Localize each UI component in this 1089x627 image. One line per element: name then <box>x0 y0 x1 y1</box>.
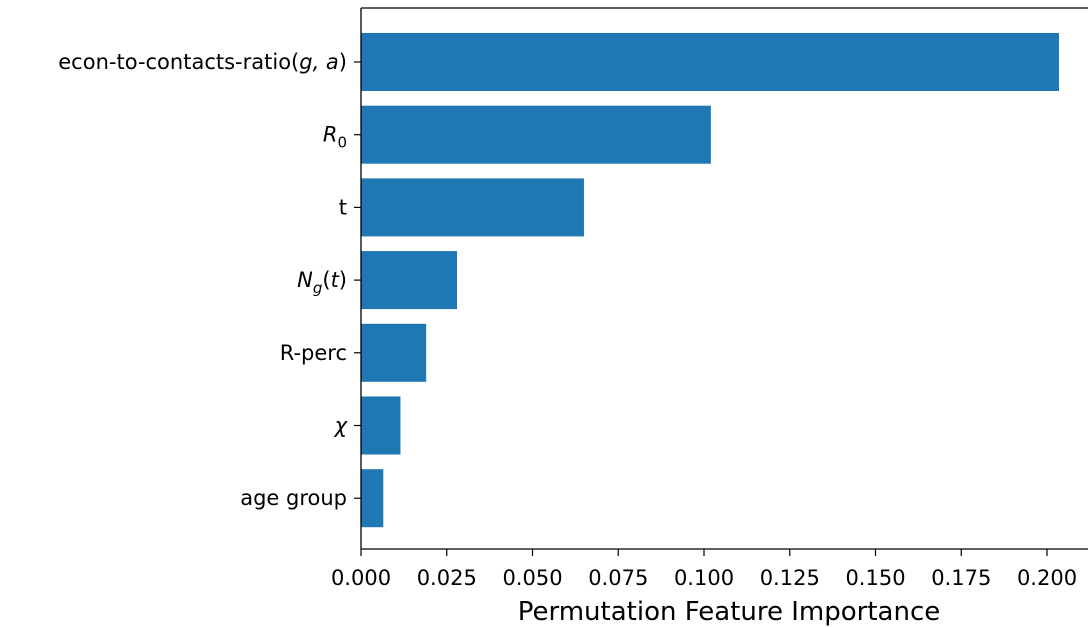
x-ticks-group: 0.000 0.025 0.050 0.075 0.100 0.125 0.150 0.175… <box>331 549 1077 590</box>
y-tick-label: t <box>339 195 347 219</box>
y-tick-label: χ <box>334 414 349 438</box>
x-tick-label: 0.025 <box>417 566 477 590</box>
bars-group <box>361 33 1060 528</box>
x-tick-label: 0.150 <box>845 566 905 590</box>
x-tick-label: 0.000 <box>331 566 391 590</box>
x-tick-label: 0.075 <box>588 566 648 590</box>
y-tick-label: Ng(t) <box>297 268 347 297</box>
axes-group <box>360 7 1088 550</box>
y-tick-label: R-perc <box>280 341 347 365</box>
x-tick-label: 0.050 <box>502 566 562 590</box>
bar <box>361 105 711 164</box>
y-ticks-group: econ-to-contacts-ratio(g, a) R0 t Ng(t) R-pe… <box>58 50 361 510</box>
x-axis-label: Permutation Feature Importance <box>518 597 941 627</box>
x-tick-label: 0.125 <box>760 566 820 590</box>
bar <box>361 178 584 237</box>
y-tick-label: age group <box>240 486 347 510</box>
y-tick-label: R0 <box>323 123 347 152</box>
bar <box>361 396 401 455</box>
x-tick-label: 0.200 <box>1017 566 1077 590</box>
bar <box>361 251 458 310</box>
bar <box>361 323 427 382</box>
x-tick-label: 0.175 <box>931 566 991 590</box>
y-tick-label: econ-to-contacts-ratio(g, a) <box>58 50 347 74</box>
bar <box>361 469 384 528</box>
bar <box>361 33 1060 91</box>
x-tick-label: 0.100 <box>674 566 734 590</box>
